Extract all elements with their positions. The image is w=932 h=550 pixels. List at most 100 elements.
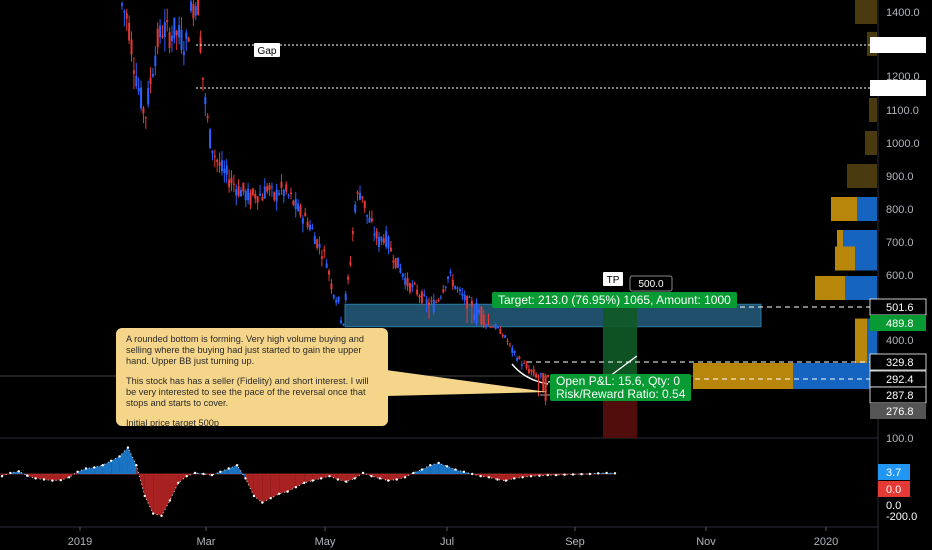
candle: [151, 67, 154, 78]
candle: [194, 2, 197, 21]
oscillator-point: [311, 479, 314, 482]
candle: [461, 288, 464, 301]
oscillator-point: [93, 466, 96, 469]
oscillator-point: [445, 465, 449, 468]
candle: [499, 326, 502, 335]
candle: [382, 234, 385, 246]
candle: [525, 360, 528, 371]
tp-value-box[interactable]: 500.0: [629, 275, 673, 292]
candle: [547, 374, 549, 379]
gap-label: Gap: [254, 43, 280, 57]
oscillator-fill: [421, 465, 431, 474]
loss-area: [603, 395, 637, 438]
candle: [282, 188, 285, 204]
oscillator-fill: [480, 474, 490, 478]
annotation-note[interactable]: A rounded bottom is forming. Very high v…: [116, 328, 388, 428]
candle: [275, 183, 278, 211]
candle: [175, 29, 178, 51]
candle: [432, 293, 435, 315]
oscillator-point: [219, 470, 222, 473]
candle: [428, 297, 431, 319]
gap-lines[interactable]: [196, 44, 878, 89]
candle: [482, 309, 485, 329]
profile-bar-down: [835, 246, 855, 271]
candle: [423, 289, 426, 297]
profile-bar-down: [865, 131, 877, 155]
oscillator-point: [0, 475, 4, 478]
candle: [285, 181, 288, 195]
candle: [375, 227, 378, 246]
price-axis[interactable]: 1400.01200.01100.01000.0900.0800.0700.06…: [869, 0, 932, 527]
candle: [209, 128, 212, 149]
rounded-bottom-arc: [511, 363, 549, 385]
candle: [337, 296, 340, 304]
oscillator-badge: 3.7: [878, 464, 910, 480]
oscillator-point: [109, 459, 113, 462]
oscillator: [0, 446, 617, 517]
candle: [527, 364, 530, 375]
oscillator-fill: [77, 468, 86, 474]
oscillator-point: [328, 475, 331, 478]
candle: [266, 182, 269, 194]
candle: [180, 16, 183, 54]
time-axis[interactable]: 2019 Mar May Jul Sep Nov 2020: [68, 527, 838, 548]
price-badge: 1168.6: [870, 80, 926, 96]
candle: [480, 306, 483, 328]
candle: [520, 361, 523, 370]
oscillator-fill: [10, 471, 19, 474]
profile-bar-up: [857, 197, 877, 221]
candle: [213, 149, 216, 168]
price-tick-label: 1100.0: [886, 105, 919, 117]
oscillator-point: [496, 478, 499, 481]
oscillator-point: [269, 497, 272, 500]
candle: [278, 189, 281, 197]
candle: [404, 273, 407, 290]
candle: [349, 255, 352, 267]
candle: [435, 299, 438, 304]
oscillator-point: [42, 478, 46, 481]
price-badge-text: 1296.4: [886, 40, 920, 52]
candle: [187, 36, 190, 43]
candle: [497, 326, 500, 329]
oscillator-fill: [379, 474, 389, 481]
oscillator-point: [9, 471, 12, 475]
oscillator-point: [118, 455, 121, 458]
profile-bar-down: [831, 197, 857, 221]
candle: [247, 182, 250, 205]
candle: [451, 273, 454, 290]
candle: [273, 191, 276, 202]
oscillator-fill: [69, 471, 78, 478]
candle: [197, 0, 200, 16]
oscillator-point: [588, 472, 592, 476]
candle: [361, 196, 364, 203]
note-pointer: [386, 370, 548, 396]
candle: [309, 219, 312, 232]
candle: [389, 241, 392, 253]
candle: [294, 191, 297, 218]
profile-bar-down: [815, 276, 845, 301]
oscillator-fill: [119, 447, 128, 474]
oscillator-fill: [514, 474, 523, 479]
candle: [368, 210, 371, 224]
oscillator-point: [555, 473, 558, 477]
candle: [416, 284, 419, 297]
oscillator-point: [252, 494, 256, 498]
oscillator-fill: [111, 456, 120, 474]
candle: [325, 258, 328, 269]
time-tick-label: May: [315, 536, 336, 548]
price-badge-text: 501.6: [886, 302, 914, 314]
oscillator-fill: [363, 472, 372, 477]
oscillator-point: [513, 477, 516, 480]
candle: [156, 22, 159, 55]
oscillator-point: [227, 467, 230, 470]
note-paragraph-3: Initial price target 500p: [126, 418, 219, 428]
oscillator-fill: [547, 474, 557, 476]
oscillator-point: [529, 475, 533, 478]
oscillator-fill: [228, 465, 238, 474]
oscillator-point: [361, 471, 365, 475]
oscillator-fill: [539, 474, 548, 476]
oscillator-point: [605, 471, 608, 475]
oscillator-point: [286, 490, 289, 493]
pnl-label: Open P&L: 15.6, Qty: 0 Risk/Reward Ratio…: [550, 374, 692, 401]
